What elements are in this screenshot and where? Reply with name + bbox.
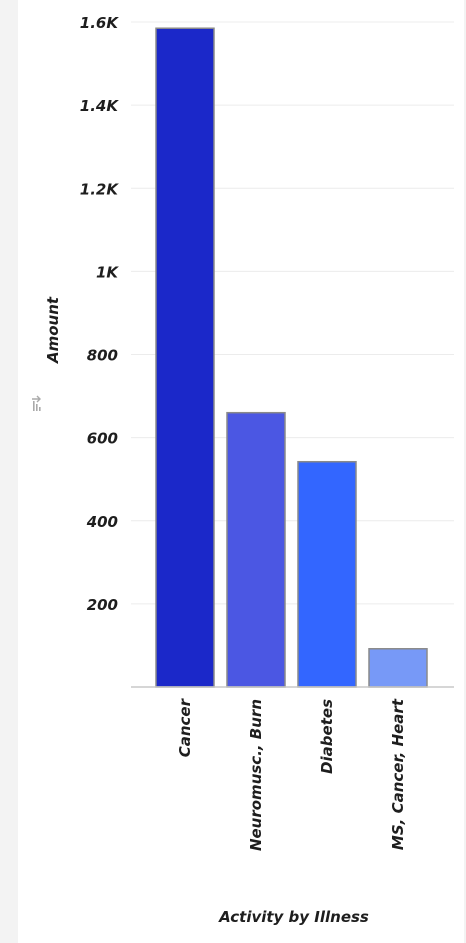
bar-cancer[interactable]: [155, 27, 215, 688]
y-tick-label: 600: [87, 430, 118, 448]
y-tick-label: 1.6K: [80, 14, 120, 32]
bar-chart: 200 400 600 800 1K 1.2K 1.4K 1.6K Cancer Neuromu…: [32, 14, 454, 926]
y-tick-labels: 200 400 600 800 1K 1.2K 1.4K 1.6K: [80, 14, 120, 614]
bar-diabetes[interactable]: [297, 460, 357, 688]
bar-ms-cancer-heart[interactable]: [368, 648, 428, 688]
bar-neuromusc-burn[interactable]: [226, 411, 286, 688]
y-tick-label: 800: [87, 347, 118, 365]
x-category-label: Diabetes: [318, 699, 336, 774]
x-category-label: Cancer: [176, 697, 194, 757]
bars: [155, 27, 428, 688]
x-category-label: MS, Cancer, Heart: [389, 698, 407, 850]
x-category-labels: Cancer Neuromusc., Burn Diabetes MS, Cancer…: [176, 697, 407, 851]
sort-icon[interactable]: [32, 395, 41, 411]
x-axis-title: Activity by Illness: [218, 908, 369, 926]
y-tick-label: 1.4K: [80, 97, 120, 115]
chart-card: 200 400 600 800 1K 1.2K 1.4K 1.6K Cancer Neuromu…: [18, 0, 464, 943]
y-axis-title: Amount: [44, 296, 62, 364]
y-tick-label: 400: [86, 513, 118, 531]
y-tick-label: 1.2K: [80, 180, 120, 198]
y-tick-label: 200: [87, 596, 118, 614]
x-category-label: Neuromusc., Burn: [247, 699, 265, 851]
y-tick-label: 1K: [96, 263, 119, 281]
